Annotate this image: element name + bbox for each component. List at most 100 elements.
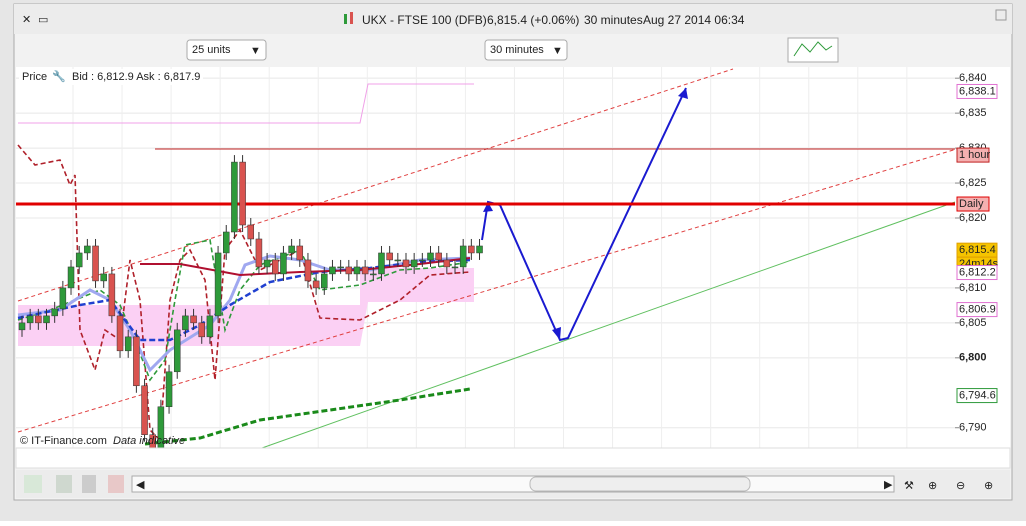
candle-body — [459, 245, 467, 268]
y-tick-label: 6,825 — [959, 177, 987, 189]
candle-body — [124, 336, 132, 352]
candle-body — [296, 245, 304, 261]
zoom-fit[interactable]: ⊕ — [928, 480, 937, 492]
price-label: Price — [22, 71, 47, 83]
quote: 6,815.4 (+0.06%) — [487, 13, 579, 27]
candle-body — [427, 252, 434, 261]
tool-button[interactable] — [108, 475, 124, 493]
price-tag-label: 6,806.9 — [959, 303, 996, 315]
scroll-left[interactable]: ◀ — [136, 479, 145, 491]
title-icon — [350, 12, 353, 24]
candle-body — [190, 315, 197, 324]
moving-average — [144, 387, 471, 446]
units-value: 25 units — [192, 44, 231, 56]
restore-button[interactable]: ▭ — [38, 14, 48, 26]
y-tick-label: 6,810 — [959, 282, 987, 294]
data-note: Data indicative — [113, 435, 185, 447]
candle-body — [231, 161, 238, 233]
tool-button[interactable] — [24, 475, 42, 493]
title-bar — [14, 4, 1012, 34]
indicator-button[interactable] — [787, 37, 839, 63]
price-tag-label: 6,838.1 — [959, 85, 996, 97]
candles — [16, 155, 955, 463]
info-box — [19, 69, 203, 85]
maximize-button[interactable] — [995, 9, 1007, 21]
candle-body — [378, 252, 385, 275]
range-zone — [360, 268, 474, 346]
candle-body — [26, 315, 34, 324]
candle-body — [182, 315, 189, 331]
scroll-right[interactable]: ▶ — [884, 479, 893, 491]
price-tag — [956, 265, 998, 281]
y-tick-label: 6,790 — [959, 422, 987, 434]
candle-body — [288, 245, 295, 254]
candle-body — [312, 280, 320, 289]
candle-body — [419, 259, 426, 262]
plot-area — [16, 67, 955, 448]
candle-body — [443, 259, 451, 268]
price-tag-label: 6,815.4 — [959, 244, 996, 256]
level-label: 1 hour — [959, 149, 991, 161]
units-dropdown[interactable] — [186, 39, 267, 61]
candle-body — [141, 385, 148, 435]
zoom-in[interactable]: ⊕ — [984, 480, 993, 492]
y-tick-label: 6,800 — [959, 352, 987, 364]
candle-body — [239, 161, 246, 226]
copyright: © IT-Finance.com — [20, 435, 107, 447]
candle-body — [361, 266, 369, 275]
candle-body — [476, 245, 483, 254]
indicator-line — [17, 144, 471, 442]
candle-body — [59, 287, 67, 310]
candle-body — [304, 259, 312, 282]
wrench-icon[interactable]: 🔧 — [52, 69, 66, 83]
candle-body — [255, 238, 263, 268]
close-button[interactable]: ✕ — [22, 14, 31, 26]
instrument: UKX - FTSE 100 (DFB) — [362, 13, 487, 27]
candle-body — [272, 259, 279, 275]
trend-line — [17, 68, 734, 302]
price-tag — [956, 83, 998, 99]
candle-body — [394, 259, 402, 262]
candle-body — [263, 259, 271, 268]
scroll-thumb[interactable] — [529, 476, 751, 492]
candle-body — [214, 252, 222, 317]
candle-body — [67, 266, 75, 289]
interval-value: 30 minutes — [490, 44, 544, 56]
y-tick-label: 6,835 — [959, 107, 987, 119]
time-axis — [15, 447, 1011, 469]
candle-body — [410, 259, 418, 268]
scrollbar[interactable] — [131, 475, 895, 493]
candle-body — [370, 273, 377, 276]
candle-body — [468, 245, 475, 254]
zoom-out[interactable]: ⊖ — [956, 480, 965, 492]
candle-body — [173, 329, 181, 373]
dropdown-arrow: ▼ — [250, 45, 261, 57]
candle-body — [133, 336, 140, 387]
level-tag — [956, 147, 990, 163]
candle-body — [223, 231, 230, 254]
candle-body — [165, 371, 173, 408]
candle-body — [108, 273, 116, 317]
candle-body — [402, 259, 410, 268]
price-tag — [956, 302, 998, 318]
price-tag-label: 6,794.6 — [959, 389, 996, 401]
candle-body — [84, 245, 91, 254]
dropdown-arrow: ▼ — [552, 45, 563, 57]
candle-body — [100, 273, 107, 282]
tool-button[interactable] — [56, 475, 72, 493]
interval: 30 minutes — [584, 13, 643, 27]
level-label: Daily — [959, 198, 984, 210]
candle-body — [198, 322, 205, 338]
bid-ask: Bid : 6,812.9 Ask : 6,817.9 — [72, 71, 200, 83]
tool-button[interactable]: ⚒ — [904, 480, 914, 492]
upper-band — [18, 83, 474, 124]
candle-body — [51, 308, 58, 317]
candle-body — [345, 266, 353, 275]
level-tag — [956, 196, 990, 212]
tool-button[interactable] — [82, 475, 96, 493]
indicator-line — [17, 239, 471, 382]
price-tag-label: 6,812.2 — [959, 266, 996, 278]
candle-body — [75, 252, 83, 268]
interval-dropdown[interactable] — [484, 39, 568, 61]
trend-line — [261, 201, 956, 449]
